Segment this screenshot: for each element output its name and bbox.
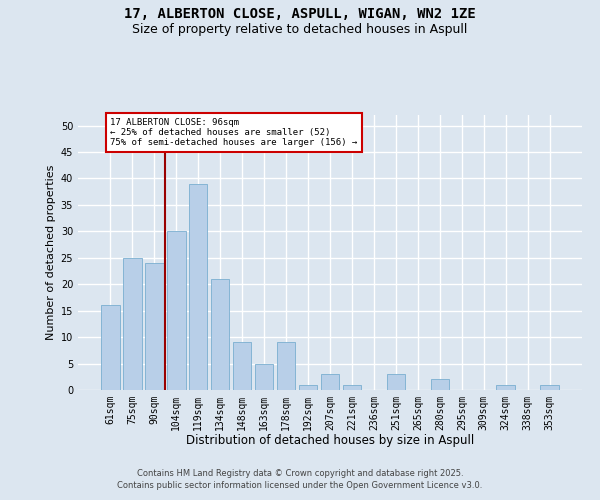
Bar: [299, 384, 317, 390]
Bar: [123, 258, 142, 390]
Bar: [343, 384, 361, 390]
Text: 17, ALBERTON CLOSE, ASPULL, WIGAN, WN2 1ZE: 17, ALBERTON CLOSE, ASPULL, WIGAN, WN2 1…: [124, 8, 476, 22]
Y-axis label: Number of detached properties: Number of detached properties: [46, 165, 56, 340]
X-axis label: Distribution of detached houses by size in Aspull: Distribution of detached houses by size …: [186, 434, 474, 448]
Bar: [386, 374, 405, 390]
Bar: [101, 306, 119, 390]
Bar: [145, 263, 164, 390]
Text: Size of property relative to detached houses in Aspull: Size of property relative to detached ho…: [133, 22, 467, 36]
Text: 17 ALBERTON CLOSE: 96sqm
← 25% of detached houses are smaller (52)
75% of semi-d: 17 ALBERTON CLOSE: 96sqm ← 25% of detach…: [110, 118, 358, 148]
Bar: [277, 342, 295, 390]
Text: Contains HM Land Registry data © Crown copyright and database right 2025.
Contai: Contains HM Land Registry data © Crown c…: [118, 469, 482, 490]
Bar: [541, 384, 559, 390]
Bar: [211, 279, 229, 390]
Bar: [233, 342, 251, 390]
Bar: [167, 232, 185, 390]
Bar: [255, 364, 274, 390]
Bar: [189, 184, 208, 390]
Bar: [496, 384, 515, 390]
Bar: [320, 374, 340, 390]
Bar: [431, 380, 449, 390]
